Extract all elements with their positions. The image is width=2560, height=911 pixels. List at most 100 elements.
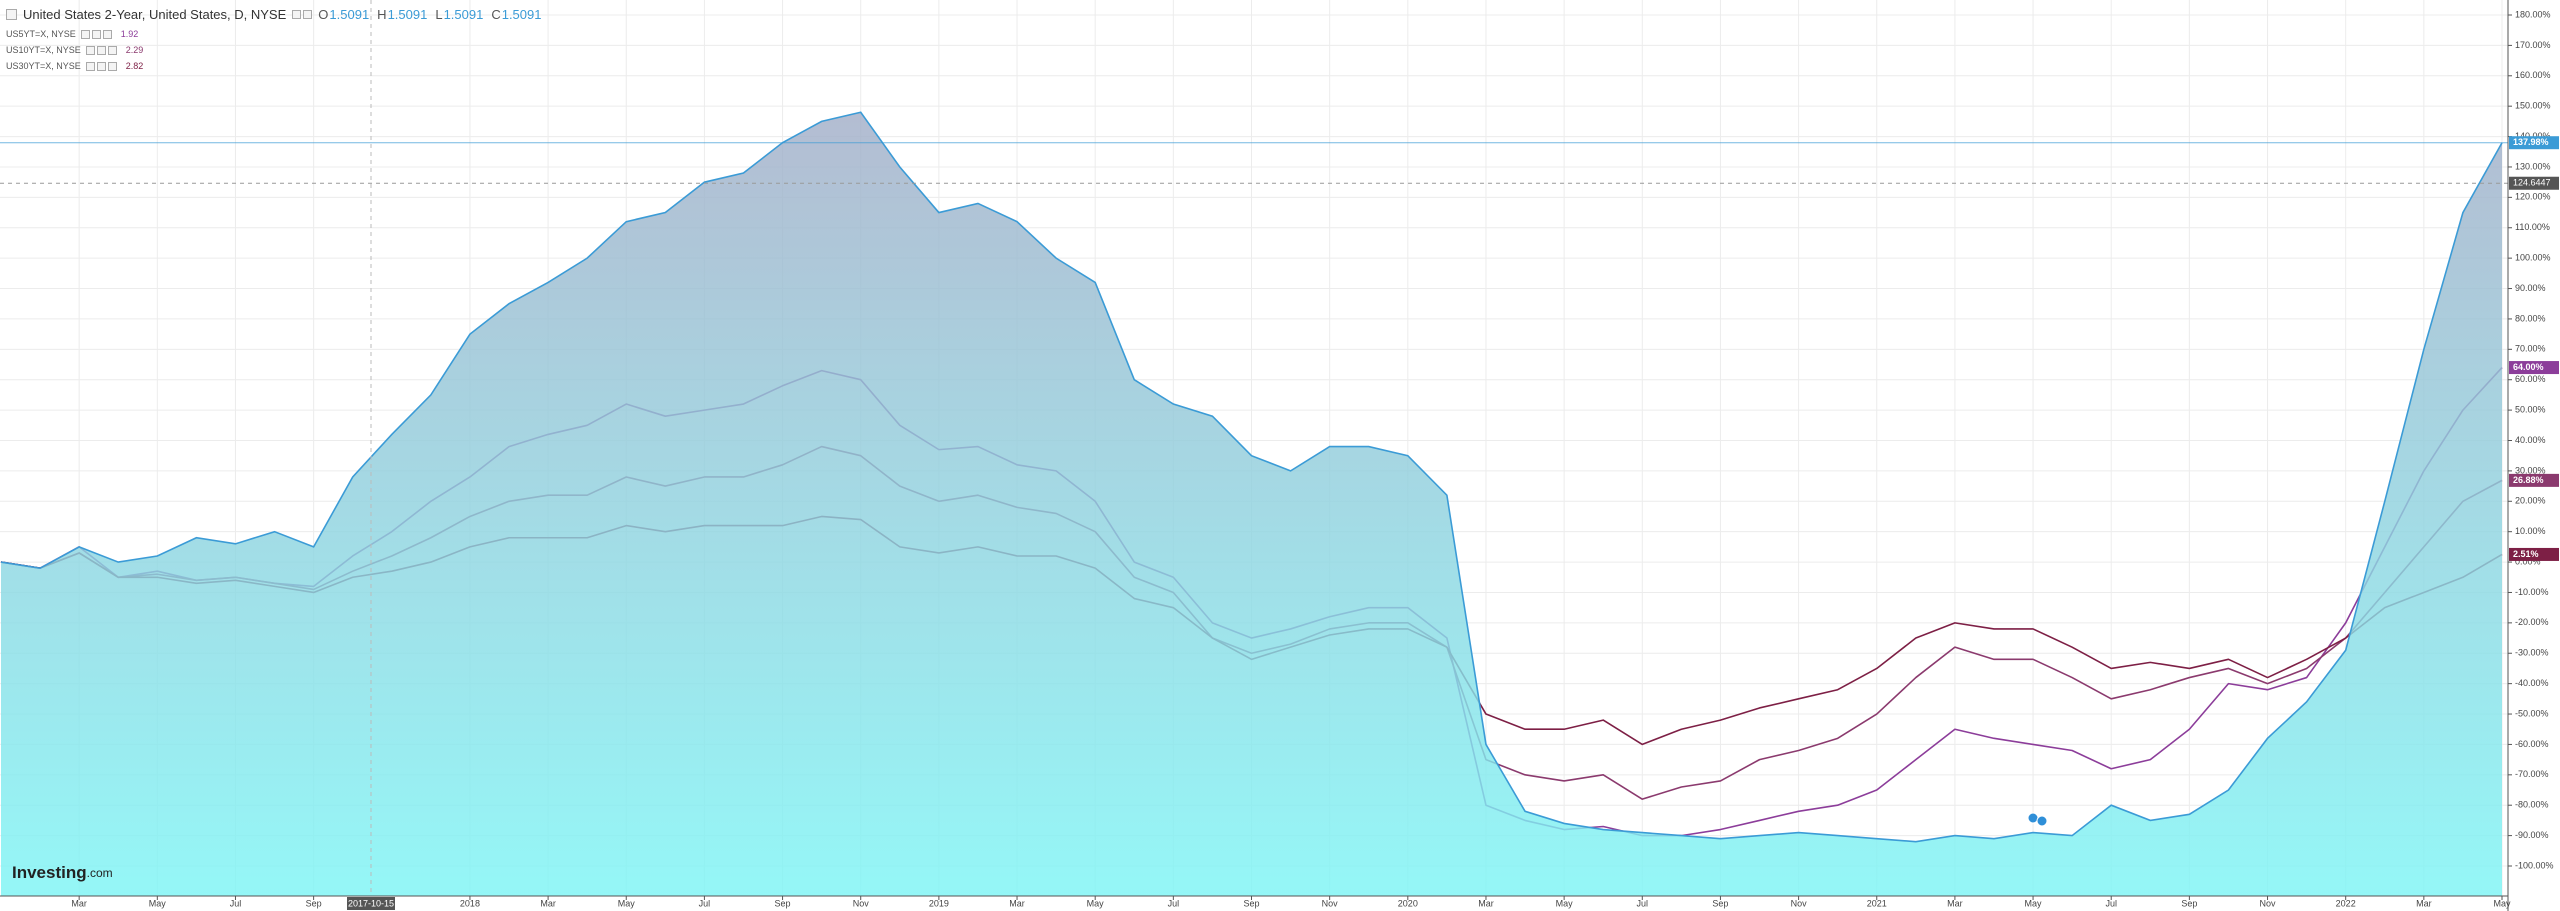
x-tick-label: May bbox=[1087, 898, 1105, 908]
x-tick-label: Sep bbox=[1712, 898, 1728, 908]
event-marker bbox=[2027, 812, 2039, 824]
legend-price: 2.82 bbox=[125, 61, 144, 71]
y-tick-label: 0.00% bbox=[2515, 556, 2541, 566]
x-axis-background bbox=[0, 896, 2508, 911]
legend-icon bbox=[85, 61, 95, 71]
y-tick-label: 130.00% bbox=[2515, 161, 2551, 171]
x-tick-label: May bbox=[1556, 898, 1574, 908]
y-tick-label: -10.00% bbox=[2515, 587, 2549, 597]
legend-icon bbox=[107, 61, 117, 71]
ohlc-item: C1.5091 bbox=[491, 7, 541, 22]
x-tick-label: May bbox=[2025, 898, 2043, 908]
legend-icon bbox=[80, 29, 90, 39]
y-tick-label: -80.00% bbox=[2515, 800, 2549, 810]
y-tick-label: -50.00% bbox=[2515, 708, 2549, 718]
y-tick-label: 40.00% bbox=[2515, 435, 2546, 445]
y-tick-label: -90.00% bbox=[2515, 830, 2549, 840]
x-tick-label: May bbox=[149, 898, 167, 908]
x-tick-label: Mar bbox=[2416, 898, 2432, 908]
legend-icons[interactable] bbox=[85, 61, 117, 71]
ohlc-key: H bbox=[377, 7, 387, 22]
legend-icon bbox=[91, 29, 101, 39]
x-tick-label: May bbox=[2493, 898, 2511, 908]
x-tick-label: Nov bbox=[1791, 898, 1808, 908]
x-tick-label: Jul bbox=[2105, 898, 2117, 908]
y-tick-label: 20.00% bbox=[2515, 496, 2546, 506]
legend-row: US10YT=X, NYSE 2.29 bbox=[6, 42, 143, 58]
crosshair-value-label: 124.6447 bbox=[2513, 178, 2551, 188]
legend-icon bbox=[96, 61, 106, 71]
legend-row: US30YT=X, NYSE 2.82 bbox=[6, 58, 143, 74]
legend-icon bbox=[85, 45, 95, 55]
ohlc-item: L1.5091 bbox=[435, 7, 483, 22]
y-tick-label: 120.00% bbox=[2515, 192, 2551, 202]
y-tick-label: 110.00% bbox=[2515, 222, 2550, 232]
x-tick-label: Mar bbox=[1009, 898, 1025, 908]
last-value-box bbox=[2509, 547, 2559, 561]
x-tick-label: Jul bbox=[699, 898, 711, 908]
x-tick-label: 2020 bbox=[1398, 898, 1418, 908]
x-tick-label: Sep bbox=[775, 898, 791, 908]
legend-name: US10YT=X, NYSE bbox=[6, 45, 81, 55]
y-tick-label: 30.00% bbox=[2515, 465, 2546, 475]
x-tick-label: Mar bbox=[1947, 898, 1963, 908]
x-tick-label: Nov bbox=[1322, 898, 1339, 908]
x-tick-label: Jul bbox=[230, 898, 242, 908]
area-line bbox=[0, 111, 2503, 843]
legend-icon bbox=[102, 29, 112, 39]
x-tick-label: Mar bbox=[540, 898, 556, 908]
y-tick-label: -30.00% bbox=[2515, 648, 2549, 658]
legend-icon bbox=[107, 45, 117, 55]
crosshair-date-label: 2017-10-15 bbox=[348, 898, 394, 908]
y-tick-label: 170.00% bbox=[2515, 40, 2551, 50]
legend-icons[interactable] bbox=[80, 29, 112, 39]
ohlc-value: 1.5091 bbox=[387, 7, 428, 22]
legend: US5YT=X, NYSE 1.92 US10YT=X, NYSE 2.29 US30Y… bbox=[6, 26, 143, 74]
title-icons[interactable] bbox=[292, 10, 313, 19]
legend-price: 2.29 bbox=[125, 45, 144, 55]
ohlc-item: O1.5091 bbox=[318, 7, 369, 22]
header: United States 2-Year, United States, D, … bbox=[6, 7, 541, 22]
logo: Investing.com bbox=[12, 863, 113, 882]
x-tick-label: Jul bbox=[1168, 898, 1180, 908]
event-marker bbox=[2036, 815, 2048, 827]
last-value-label: 2.51% bbox=[2513, 549, 2539, 559]
y-tick-label: 60.00% bbox=[2515, 374, 2546, 384]
y-tick-label: 140.00% bbox=[2515, 131, 2551, 141]
y-tick-label: -40.00% bbox=[2515, 678, 2549, 688]
y-tick-label: 160.00% bbox=[2515, 70, 2551, 80]
ohlc-value: 1.5091 bbox=[329, 7, 370, 22]
x-tick-label: Sep bbox=[306, 898, 322, 908]
x-tick-label: Jul bbox=[1637, 898, 1649, 908]
y-tick-label: 80.00% bbox=[2515, 313, 2546, 323]
y-tick-label: 50.00% bbox=[2515, 404, 2546, 414]
legend-name: US30YT=X, NYSE bbox=[6, 61, 81, 71]
chart-title: United States 2-Year, United States, D, … bbox=[23, 7, 287, 22]
legend-price: 1.92 bbox=[120, 29, 139, 39]
legend-row: US5YT=X, NYSE 1.92 bbox=[6, 26, 143, 42]
y-tick-label: -20.00% bbox=[2515, 617, 2549, 627]
x-tick-label: 2022 bbox=[2336, 898, 2356, 908]
y-axis-background bbox=[2508, 0, 2560, 911]
y-tick-label: 70.00% bbox=[2515, 344, 2546, 354]
crosshair-value-box bbox=[2509, 176, 2559, 190]
x-tick-label: Mar bbox=[1478, 898, 1494, 908]
ohlc-value: 1.5091 bbox=[501, 7, 542, 22]
last-value-box bbox=[2509, 136, 2559, 150]
logo-suffix: .com bbox=[87, 866, 113, 880]
logo-word: Investing bbox=[12, 863, 87, 882]
ohlc-value: 1.5091 bbox=[443, 7, 484, 22]
y-tick-label: -100.00% bbox=[2515, 860, 2554, 870]
y-tick-label: -70.00% bbox=[2515, 769, 2549, 779]
y-tick-label: 180.00% bbox=[2515, 9, 2551, 19]
y-tick-label: 150.00% bbox=[2515, 101, 2551, 111]
legend-name: US5YT=X, NYSE bbox=[6, 29, 76, 39]
collapse-icon[interactable] bbox=[6, 9, 17, 20]
x-tick-label: 2018 bbox=[460, 898, 480, 908]
legend-icons[interactable] bbox=[85, 45, 117, 55]
y-tick-label: 100.00% bbox=[2515, 253, 2551, 263]
x-tick-label: Mar bbox=[71, 898, 87, 908]
area-fill bbox=[1, 112, 2502, 896]
